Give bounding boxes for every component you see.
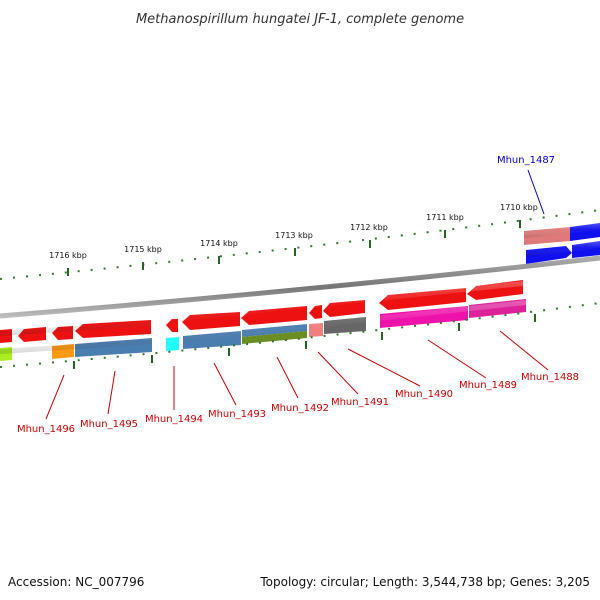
- label-mhun-1492[interactable]: Mhun_1492: [271, 356, 329, 414]
- reverse-gene-labels: Mhun_1488 Mhun_1489 Mhun_1490 Mhun_1491 …: [17, 330, 579, 435]
- map-title: Methanospirillum hungatei JF-1, complete…: [136, 12, 464, 27]
- accession-text: Accession: NC_007796: [8, 575, 145, 589]
- gene-bar-cyan[interactable]: [166, 337, 179, 351]
- label-mhun-1492-text[interactable]: Mhun_1492: [271, 403, 329, 414]
- label-mhun-1487[interactable]: Mhun_1487: [497, 155, 555, 215]
- label-mhun-1488-text[interactable]: Mhun_1488: [521, 372, 579, 383]
- label-mhun-1495[interactable]: Mhun_1495: [80, 370, 138, 430]
- tick-label-1716: 1716 kbp: [49, 251, 87, 260]
- inner-tick-ring: [0, 302, 600, 369]
- label-mhun-1496-text[interactable]: Mhun_1496: [17, 424, 75, 435]
- forward-strand-track: [524, 223, 600, 264]
- label-mhun-1487-text[interactable]: Mhun_1487: [497, 155, 555, 166]
- tick-labels: 1710 kbp 1711 kbp 1712 kbp 1713 kbp 1714…: [49, 203, 538, 260]
- label-mhun-1494-text[interactable]: Mhun_1494: [145, 414, 203, 425]
- label-mhun-1488[interactable]: Mhun_1488: [499, 330, 579, 383]
- label-mhun-1489[interactable]: Mhun_1489: [427, 339, 517, 391]
- label-mhun-1490[interactable]: Mhun_1490: [347, 348, 453, 400]
- genome-backbone: [0, 255, 600, 319]
- reverse-strand-track-row-2: [0, 299, 526, 361]
- gene-arrow-r5[interactable]: [166, 319, 178, 332]
- label-mhun-1489-text[interactable]: Mhun_1489: [459, 380, 517, 391]
- label-mhun-1494[interactable]: Mhun_1494: [145, 366, 203, 425]
- label-mhun-1493-text[interactable]: Mhun_1493: [208, 409, 266, 420]
- label-mhun-1495-text[interactable]: Mhun_1495: [80, 419, 138, 430]
- topology-text: Topology: circular; Length: 3,544,738 bp…: [260, 575, 590, 589]
- label-mhun-1491[interactable]: Mhun_1491: [317, 351, 389, 408]
- tick-label-1713: 1713 kbp: [275, 231, 313, 240]
- tick-label-1710: 1710 kbp: [500, 203, 538, 212]
- label-mhun-1493[interactable]: Mhun_1493: [208, 362, 266, 420]
- gene-arrow-r8[interactable]: [309, 305, 322, 319]
- tick-label-1712: 1712 kbp: [350, 223, 388, 232]
- reverse-strand-track-row-1: [0, 280, 523, 343]
- label-mhun-1496[interactable]: Mhun_1496: [17, 374, 75, 435]
- major-ticks: [67, 220, 521, 276]
- label-mhun-1490-text[interactable]: Mhun_1490: [395, 389, 453, 400]
- tick-label-1715: 1715 kbp: [124, 245, 162, 254]
- tick-label-1714: 1714 kbp: [200, 239, 238, 248]
- label-mhun-1491-text[interactable]: Mhun_1491: [331, 397, 389, 408]
- tick-label-1711: 1711 kbp: [426, 213, 464, 222]
- gene-bar-olive[interactable]: [242, 331, 307, 344]
